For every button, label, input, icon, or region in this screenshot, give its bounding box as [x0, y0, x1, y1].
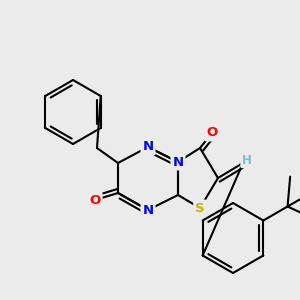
Text: O: O — [89, 194, 100, 206]
Text: N: N — [142, 203, 154, 217]
Text: H: H — [242, 154, 252, 166]
Text: N: N — [172, 155, 184, 169]
Text: N: N — [142, 140, 154, 154]
Text: S: S — [195, 202, 205, 214]
Text: O: O — [206, 127, 218, 140]
